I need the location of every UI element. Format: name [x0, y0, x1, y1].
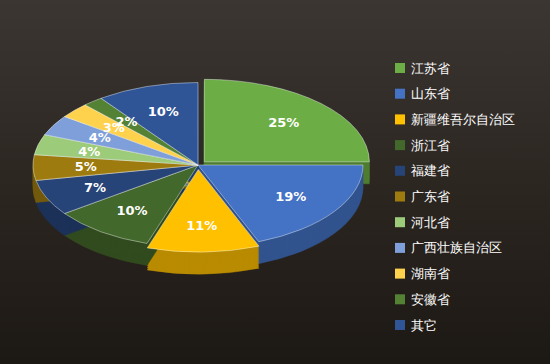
legend-swatch — [395, 140, 405, 150]
legend-label: 广西壮族自治区 — [411, 240, 502, 255]
legend-swatch — [395, 294, 405, 304]
legend-label: 其它 — [411, 318, 437, 333]
data-label: 11% — [186, 218, 217, 233]
chart: 25%19%11%10%7%5%4%4%3%2%10%江苏省山东省新疆维吾尔自治… — [0, 0, 550, 364]
legend-label: 浙江省 — [411, 138, 450, 153]
legend-label: 广东省 — [411, 189, 450, 204]
legend-swatch — [395, 320, 405, 330]
legend-swatch — [395, 166, 405, 176]
slice — [204, 79, 369, 162]
data-labels: 25%19%11%10%7%5%4%4%3%2%10% — [75, 104, 307, 233]
pie — [33, 79, 369, 274]
legend-label: 山东省 — [411, 86, 450, 101]
legend-label: 河北省 — [411, 215, 450, 230]
background — [0, 0, 550, 364]
legend-label: 江苏省 — [411, 61, 450, 76]
legend-swatch — [395, 217, 405, 227]
legend-swatch — [395, 243, 405, 253]
legend-label: 安徽省 — [411, 292, 450, 307]
data-label: 7% — [84, 180, 106, 195]
data-label: 5% — [75, 159, 97, 174]
legend-swatch — [395, 114, 405, 124]
legend-swatch — [395, 89, 405, 99]
legend-label: 湖南省 — [411, 266, 450, 281]
pie-tops — [33, 79, 369, 252]
legend-swatch — [395, 192, 405, 202]
data-label: 19% — [275, 189, 306, 204]
data-label: 2% — [115, 114, 137, 129]
data-label: 4% — [78, 144, 100, 159]
legend-label: 新疆维吾尔自治区 — [411, 112, 515, 127]
data-label: 10% — [148, 104, 179, 119]
legend: 江苏省山东省新疆维吾尔自治区浙江省福建省广东省河北省广西壮族自治区湖南省安徽省其… — [395, 61, 515, 333]
data-label: 25% — [268, 115, 299, 130]
legend-swatch — [395, 63, 405, 73]
data-label: 10% — [116, 203, 147, 218]
legend-label: 福建省 — [411, 163, 450, 178]
slice — [101, 83, 198, 166]
legend-swatch — [395, 269, 405, 279]
